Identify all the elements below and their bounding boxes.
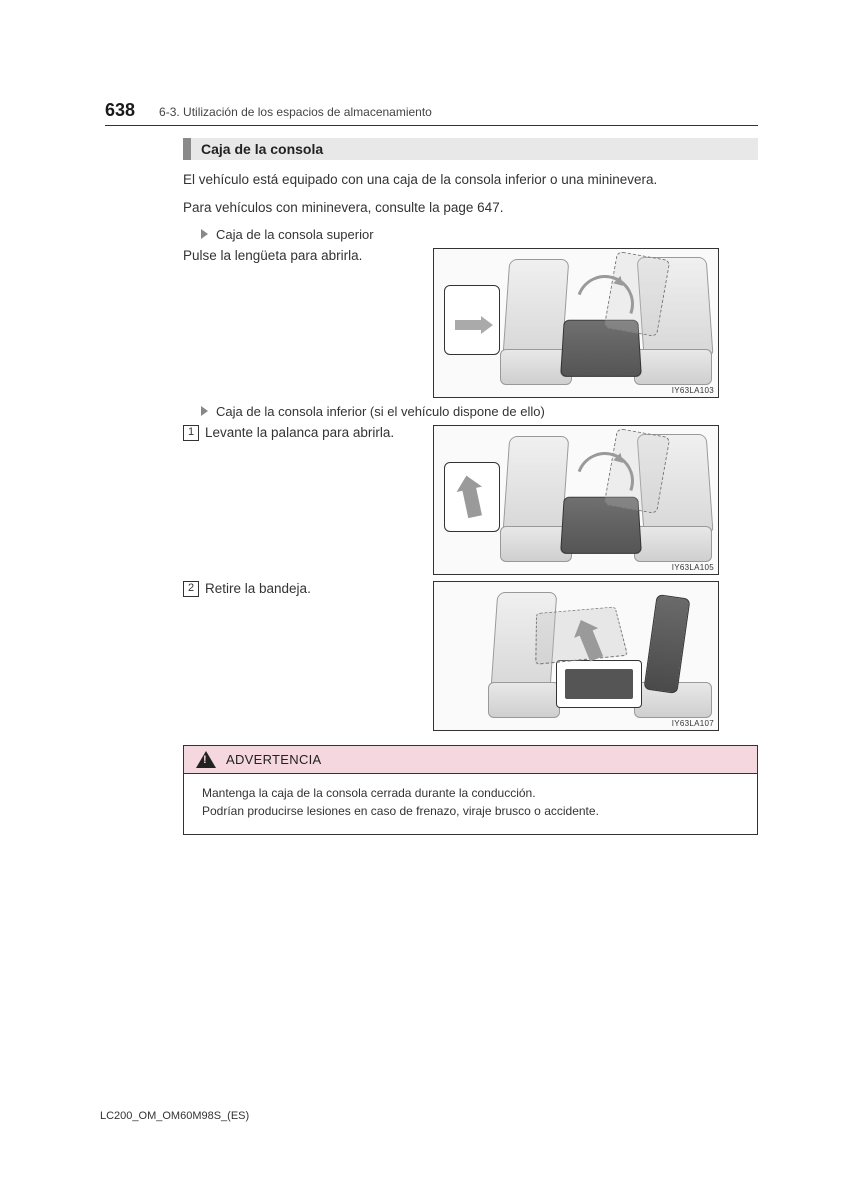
section-title: Caja de la consola	[201, 141, 323, 157]
page-number: 638	[105, 100, 135, 121]
warning-body: Mantenga la caja de la consola cerrada d…	[184, 774, 757, 834]
warning-box: ADVERTENCIA Mantenga la caja de la conso…	[183, 745, 758, 835]
warning-triangle-icon	[196, 751, 216, 768]
section-breadcrumb: 6-3. Utilización de los espacios de alma…	[159, 105, 432, 119]
inset-detail	[444, 462, 500, 532]
figure-code: IY63LA107	[672, 719, 714, 728]
figure-code: IY63LA105	[672, 563, 714, 572]
warning-header: ADVERTENCIA	[184, 746, 757, 774]
seat-illustration	[503, 436, 570, 531]
bullet-triangle-icon	[201, 406, 208, 416]
console-open-illustration	[556, 660, 642, 708]
content-area: Caja de la consola El vehículo está equi…	[183, 138, 758, 835]
subheading-label: Caja de la consola inferior (si el vehíc…	[216, 404, 545, 419]
step-1-text: 1 Levante la palanca para abrirla.	[183, 425, 423, 441]
step-2-label: Retire la bandeja.	[205, 581, 311, 596]
reference-text: Para vehículos con mininevera, consulte …	[183, 198, 758, 218]
step-number-box: 1	[183, 425, 199, 441]
step-1-label: Levante la palanca para abrirla.	[205, 425, 394, 440]
seat-illustration	[634, 526, 712, 562]
step-number-box: 2	[183, 581, 199, 597]
document-code: LC200_OM_OM60M98S_(ES)	[100, 1110, 249, 1122]
step-1-row: 1 Levante la palanca para abrirla. IY63LA…	[183, 425, 758, 575]
warning-title: ADVERTENCIA	[226, 752, 322, 767]
subheading-label: Caja de la consola superior	[216, 227, 374, 242]
lid-side-illustration	[643, 594, 690, 694]
warning-line: Mantenga la caja de la consola cerrada d…	[202, 784, 739, 802]
bullet-triangle-icon	[201, 229, 208, 239]
push-arrow-icon	[455, 320, 483, 330]
seat-illustration	[634, 349, 712, 385]
manual-page: 638 6-3. Utilización de los espacios de …	[0, 0, 848, 875]
step-2-row: 2 Retire la bandeja. IY63LA107	[183, 581, 758, 731]
lift-arrow-icon	[462, 485, 482, 517]
section-title-bar: Caja de la consola	[183, 138, 758, 160]
upper-instruction: Pulse la lengüeta para abrirla.	[183, 248, 423, 263]
seat-illustration	[488, 682, 560, 718]
upper-console-row: Pulse la lengüeta para abrirla. IY63LA10…	[183, 248, 758, 398]
subheading-lower-console: Caja de la consola inferior (si el vehíc…	[201, 404, 758, 419]
figure-tray-removal: IY63LA107	[433, 581, 719, 731]
page-header: 638 6-3. Utilización de los espacios de …	[105, 100, 758, 126]
figure-code: IY63LA103	[672, 386, 714, 395]
figure-lower-console-open: IY63LA105	[433, 425, 719, 575]
inset-detail	[444, 285, 500, 355]
subheading-upper-console: Caja de la consola superior	[201, 227, 758, 242]
warning-line: Podrían producirse lesiones en caso de f…	[202, 802, 739, 820]
intro-text: El vehículo está equipado con una caja d…	[183, 170, 758, 190]
step-2-text: 2 Retire la bandeja.	[183, 581, 423, 597]
figure-upper-console: IY63LA103	[433, 248, 719, 398]
seat-illustration	[503, 259, 570, 354]
